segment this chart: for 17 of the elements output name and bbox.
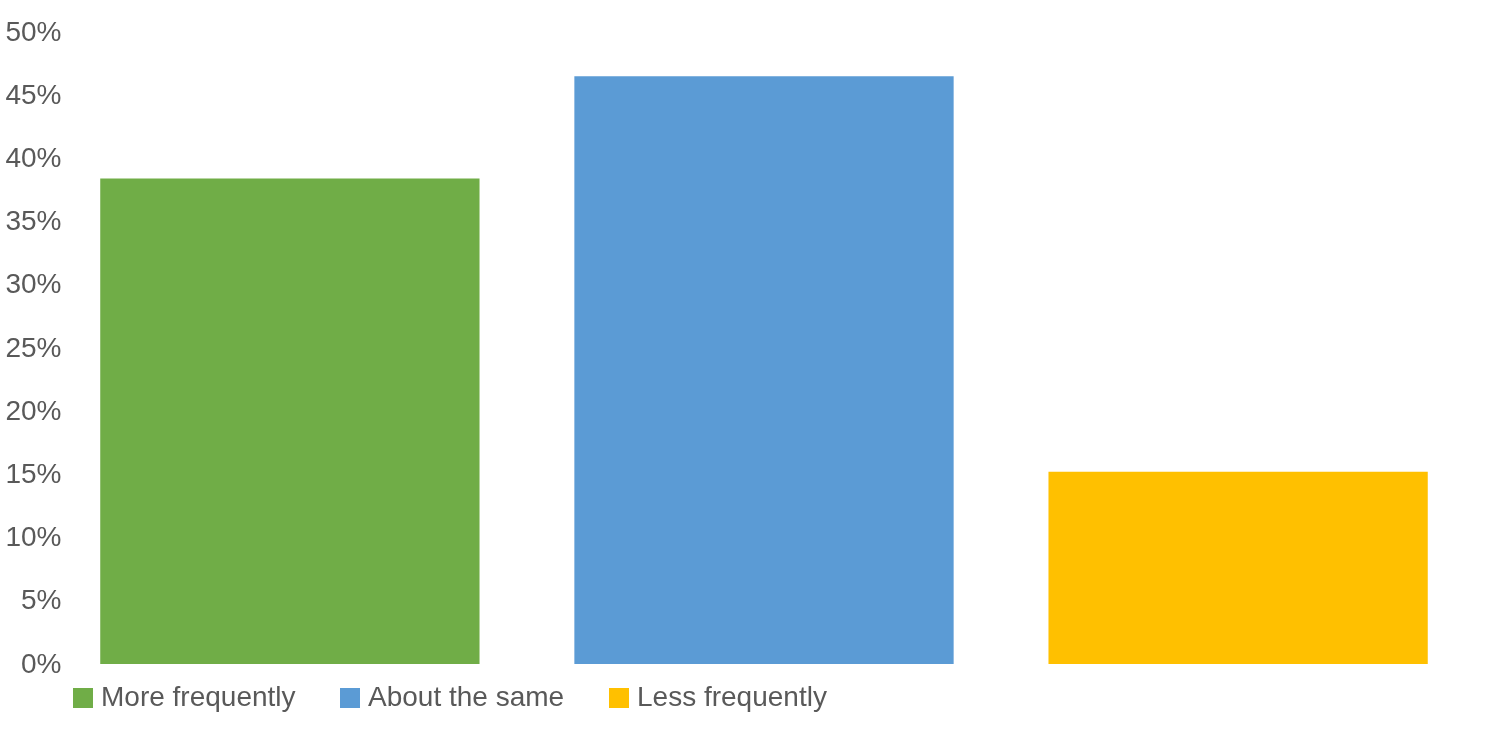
y-tick-label: 45% <box>5 78 62 110</box>
y-tick-label: 20% <box>5 394 62 426</box>
bar <box>100 178 480 664</box>
legend-label: About the same <box>368 681 565 712</box>
y-tick-label: 0% <box>21 647 62 679</box>
y-tick-label: 15% <box>5 457 62 489</box>
y-tick-label: 40% <box>5 141 62 173</box>
bar <box>1048 471 1428 664</box>
legend-label: Less frequently <box>637 681 827 712</box>
y-tick-label: 25% <box>5 331 62 363</box>
y-tick-label: 50% <box>5 15 62 47</box>
legend-label: More frequently <box>101 681 296 712</box>
y-tick-label: 5% <box>21 584 62 616</box>
y-tick-label: 10% <box>5 521 62 553</box>
y-tick-label: 30% <box>5 268 62 300</box>
y-tick-label: 35% <box>5 205 62 237</box>
bar <box>574 76 954 664</box>
